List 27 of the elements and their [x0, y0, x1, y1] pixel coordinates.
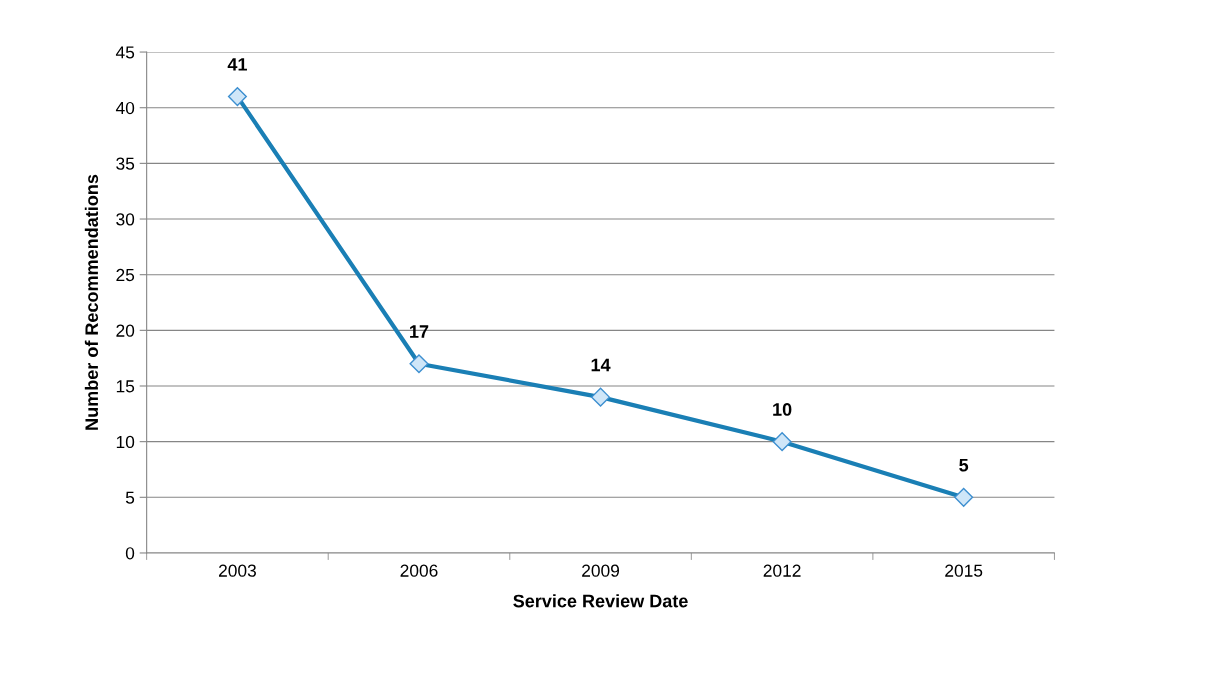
x-axis-title: Service Review Date — [513, 594, 688, 608]
x-tick-label: 2009 — [582, 564, 620, 577]
data-label: 5 — [959, 458, 969, 472]
point — [591, 387, 611, 407]
y-tick-label: 15 — [116, 380, 135, 393]
point — [227, 87, 247, 107]
y-tick-label: 20 — [116, 324, 135, 337]
data-label: 14 — [591, 358, 611, 372]
y-tick-label: 45 — [115, 46, 135, 59]
x-tick-label: 2015 — [945, 564, 983, 577]
data-label: 41 — [227, 58, 247, 71]
point — [409, 354, 429, 374]
y-tick-label: 30 — [116, 213, 135, 226]
y-tick-label: 40 — [115, 101, 135, 115]
x-tick-label: 2003 — [219, 564, 256, 577]
y-axis-title: Number of Recommendations — [84, 174, 99, 430]
y-tick-label: 10 — [116, 435, 135, 449]
point — [954, 487, 974, 507]
point — [772, 432, 792, 452]
y-tick-label: 5 — [125, 491, 135, 504]
data-label: 10 — [773, 403, 792, 416]
y-tick-label: 35 — [116, 157, 135, 170]
x-tick-label: 2006 — [400, 564, 438, 577]
x-tick-label: 2012 — [763, 564, 801, 577]
data-label: 17 — [410, 325, 429, 338]
y-tick-label: 25 — [116, 268, 135, 282]
y-tick-label: 0 — [125, 547, 135, 560]
